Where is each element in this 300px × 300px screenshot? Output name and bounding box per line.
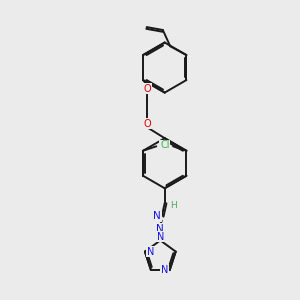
Text: N: N [154,211,161,221]
Text: Cl: Cl [160,140,169,150]
Text: O: O [144,118,151,129]
Text: N: N [157,232,164,242]
Text: O: O [144,84,151,94]
Text: N: N [146,247,154,256]
Text: N: N [156,224,164,234]
Text: H: H [170,201,177,210]
Text: Cl: Cl [160,140,170,150]
Text: N: N [161,265,168,275]
